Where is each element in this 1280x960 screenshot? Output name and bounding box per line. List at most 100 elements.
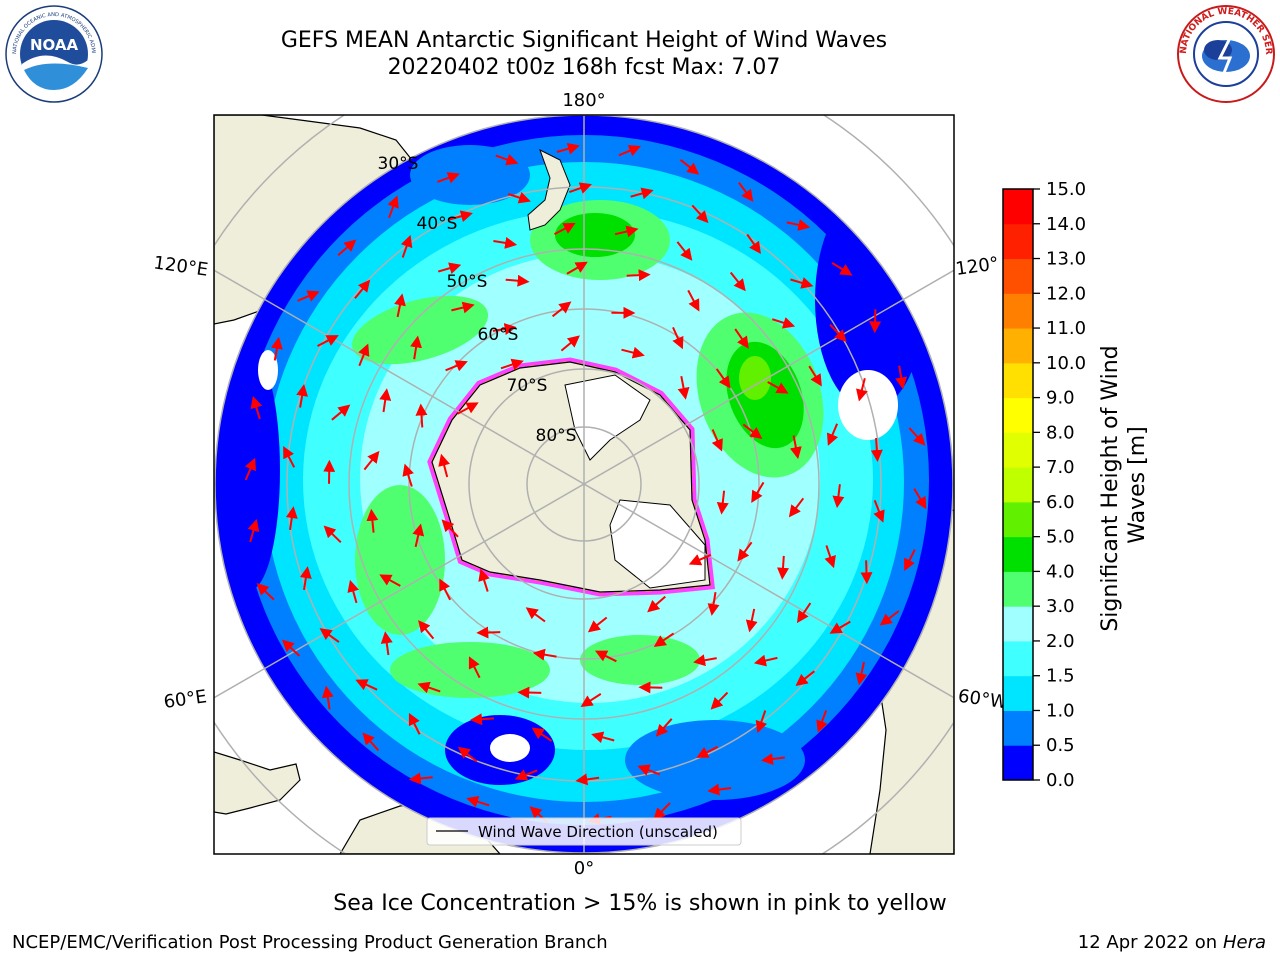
wave-direction-arrow bbox=[451, 301, 475, 314]
wave-direction-arrow bbox=[244, 457, 256, 481]
wave-direction-arrow bbox=[908, 427, 926, 446]
wave-direction-arrow bbox=[707, 592, 720, 616]
wave-direction-arrow bbox=[789, 435, 802, 460]
wave-direction-arrow bbox=[410, 335, 422, 360]
wave-direction-arrow bbox=[753, 654, 778, 667]
wave-direction-arrow bbox=[677, 376, 690, 400]
wave-direction-arrow bbox=[296, 383, 309, 408]
wave-direction-arrow bbox=[321, 685, 334, 710]
noaa-logo: NOAA NATIONAL OCEANIC AND ATMOSPHERIC AD… bbox=[1, 0, 103, 103]
lat-label-80s: 80°S bbox=[536, 426, 577, 446]
lon-label-60w: 60°W bbox=[957, 686, 1009, 714]
colorbar-tick-label: 8.0 bbox=[1046, 422, 1075, 443]
nws-logo: NATIONAL WEATHER SERVICE bbox=[1173, 0, 1275, 103]
colorbar-label: Significant Height of Wind Waves [m] bbox=[1098, 338, 1150, 631]
wave-direction-arrow bbox=[696, 745, 719, 758]
wave-direction-arrow bbox=[630, 187, 654, 200]
wave-direction-arrow bbox=[672, 326, 684, 350]
wave-direction-arrow bbox=[580, 693, 602, 707]
wave-direction-arrow bbox=[710, 691, 729, 710]
weddell-ice-shelf bbox=[609, 499, 706, 589]
wave-direction-arrow bbox=[729, 271, 746, 292]
colorbar-swatch bbox=[1003, 640, 1033, 677]
wave-direction-arrow bbox=[408, 712, 421, 735]
wave-direction-arrow bbox=[767, 381, 789, 394]
wave-direction-arrow bbox=[614, 225, 639, 238]
wave-direction-arrow bbox=[676, 241, 693, 261]
wave-direction-arrow bbox=[466, 795, 490, 808]
ross-ice-shelf bbox=[564, 374, 651, 461]
title-line-2: 20220402 t00z 168h fcst Max: 7.07 bbox=[387, 55, 781, 80]
wave-direction-arrow bbox=[679, 159, 700, 175]
wave-direction-arrow bbox=[829, 324, 847, 343]
chart-title: GEFS MEAN Antarctic Significant Height o… bbox=[134, 27, 1034, 81]
colorbar-tick-label: 3.0 bbox=[1046, 596, 1075, 617]
wave-direction-arrow bbox=[829, 620, 851, 634]
wave-direction-arrow bbox=[653, 632, 675, 647]
white-patch-south bbox=[490, 734, 530, 762]
colorbar-swatch bbox=[1003, 223, 1033, 260]
wave-direction-arrow bbox=[895, 365, 908, 390]
wave-direction-arrow bbox=[439, 578, 451, 601]
wave-direction-arrow bbox=[745, 608, 758, 633]
wave-direction-arrow bbox=[655, 718, 673, 737]
wave-direction-arrow bbox=[587, 616, 608, 633]
noaa-logo-text: NOAA bbox=[30, 36, 79, 54]
wave-direction-arrow bbox=[362, 732, 380, 752]
title-line-1: GEFS MEAN Antarctic Significant Height o… bbox=[280, 28, 888, 53]
wave-direction-arrow bbox=[870, 437, 883, 462]
white-patch-east bbox=[838, 370, 898, 440]
colorbar-tick-label: 0.5 bbox=[1046, 735, 1075, 756]
wave-direction-arrow bbox=[532, 648, 557, 661]
colorbar-tick-label: 10.0 bbox=[1046, 353, 1086, 374]
lat-label-60s: 60°S bbox=[478, 325, 519, 345]
colorbar-swatch bbox=[1003, 745, 1033, 781]
colorbar-swatch bbox=[1003, 571, 1033, 607]
wave-direction-arrow bbox=[746, 233, 761, 255]
wave-direction-arrow bbox=[366, 508, 379, 533]
wave-direction-arrow bbox=[412, 523, 425, 548]
wave-direction-arrow bbox=[856, 378, 868, 402]
footer-branch: NCEP/EMC/Verification Post Processing Pr… bbox=[12, 932, 608, 953]
wave-direction-arrow bbox=[904, 549, 916, 572]
wave-direction-arrow bbox=[808, 365, 822, 387]
wave-direction-arrow bbox=[470, 713, 495, 726]
wave-direction-arrow bbox=[832, 484, 845, 509]
wave-direction-arrow bbox=[437, 262, 462, 274]
wave-direction-arrow bbox=[873, 499, 885, 523]
wave-direction-arrow bbox=[299, 566, 312, 591]
wave-direction-arrow bbox=[647, 595, 666, 613]
wave-direction-arrow bbox=[691, 204, 709, 224]
colorbar-swatch bbox=[1003, 293, 1033, 329]
wave-direction-arrow bbox=[449, 210, 473, 223]
footer-date: 12 Apr 2022 on Hera bbox=[1078, 932, 1266, 953]
wave-direction-arrow bbox=[387, 195, 399, 219]
colorbar-label-line-1: Significant Height of Wind bbox=[1098, 345, 1123, 631]
wind-wave-arrows bbox=[244, 142, 927, 825]
wave-direction-arrow bbox=[760, 753, 785, 765]
colorbar-swatch bbox=[1003, 606, 1033, 642]
lon-label-60e: 60°E bbox=[162, 686, 208, 713]
colorbar-tick-label: 1.0 bbox=[1046, 700, 1075, 721]
colorbar-tick-label: 2.0 bbox=[1046, 631, 1075, 652]
colorbar-swatch bbox=[1003, 710, 1033, 746]
colorbar-tick-label: 13.0 bbox=[1046, 249, 1086, 270]
wave-direction-arrow bbox=[637, 764, 661, 776]
wave-direction-arrow bbox=[493, 237, 518, 249]
wave-direction-arrow bbox=[755, 710, 768, 734]
wave-direction-arrow bbox=[790, 277, 814, 289]
wave-direction-arrow bbox=[355, 679, 378, 691]
wave-direction-arrow bbox=[297, 290, 320, 302]
lon-label-120w: 120° bbox=[954, 253, 1000, 280]
wave-direction-arrow bbox=[256, 583, 275, 601]
footer-date-text: 12 Apr 2022 on bbox=[1077, 932, 1223, 953]
lon-label-0: 0° bbox=[574, 858, 594, 879]
colorbar-tick-label: 7.0 bbox=[1046, 457, 1075, 478]
wave-direction-arrow bbox=[554, 222, 576, 235]
wave-direction-arrow bbox=[711, 429, 723, 452]
wave-direction-arrow bbox=[337, 239, 357, 256]
wave-direction-arrow bbox=[492, 323, 517, 335]
colorbar-tick-label: 0.0 bbox=[1046, 770, 1075, 791]
wave-direction-arrow bbox=[575, 773, 600, 786]
wave-direction-arrow bbox=[777, 555, 789, 580]
